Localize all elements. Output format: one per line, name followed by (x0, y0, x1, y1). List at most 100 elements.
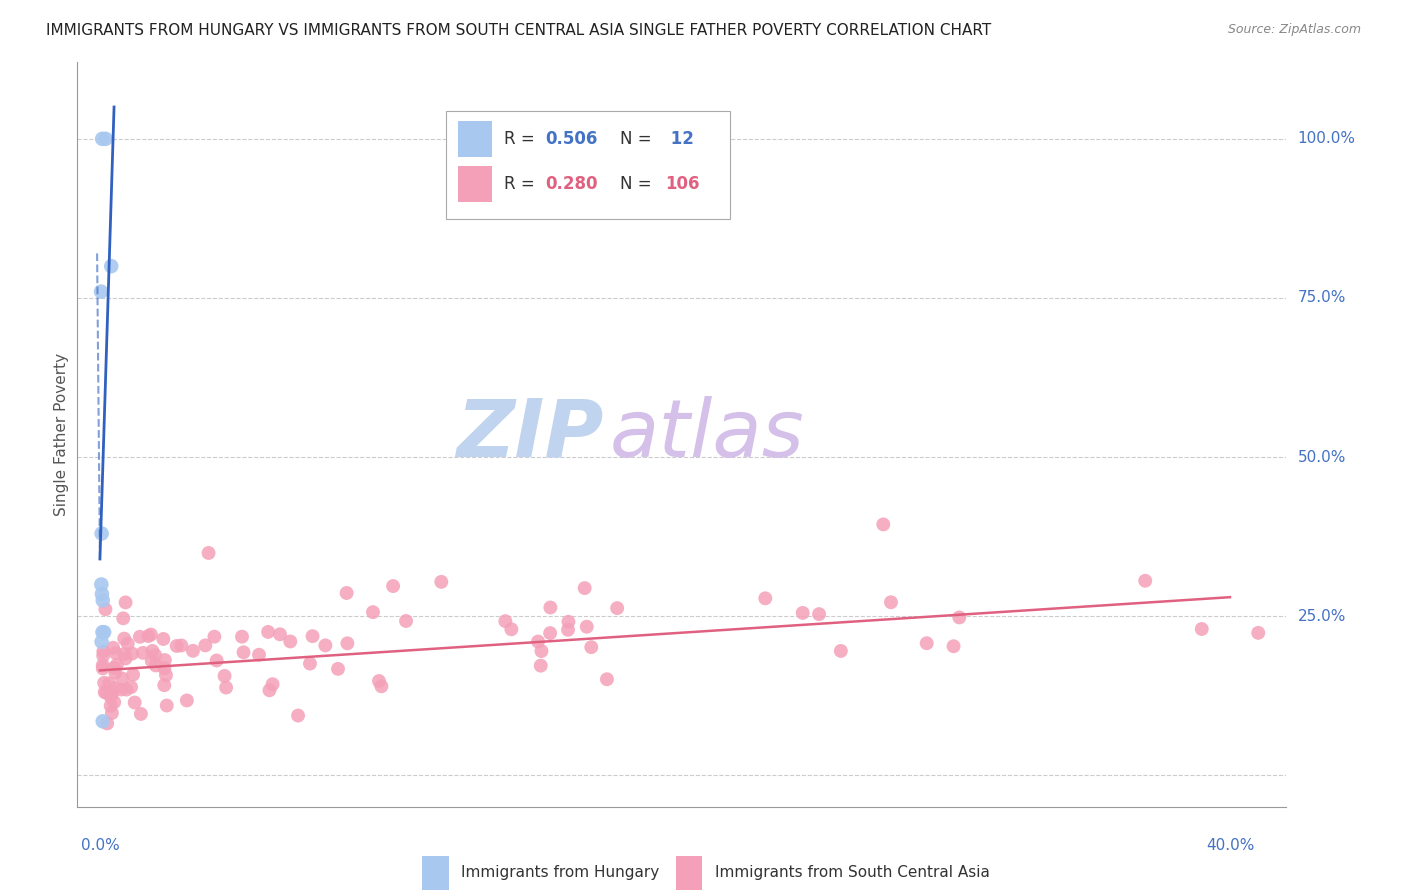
Point (942, 639, 965, 653)
Point (141, 654, 163, 668)
Point (145, 658, 167, 673)
Point (202, 630, 225, 644)
Text: 0.506: 0.506 (546, 130, 598, 148)
FancyBboxPatch shape (676, 856, 703, 889)
Point (111, 672, 134, 686)
Point (948, 610, 970, 624)
Text: 0.0%: 0.0% (80, 838, 120, 853)
Point (181, 644, 204, 658)
Point (287, 708, 309, 723)
Point (530, 644, 553, 658)
Point (103, 695, 125, 709)
Point (214, 669, 236, 683)
Text: 25.0%: 25.0% (1298, 608, 1346, 624)
Point (114, 595, 136, 609)
Point (880, 595, 903, 609)
Point (132, 646, 155, 660)
FancyBboxPatch shape (458, 166, 492, 202)
Point (128, 630, 150, 644)
Point (156, 698, 179, 713)
Point (90, 587, 112, 601)
Point (538, 600, 561, 615)
Point (194, 639, 217, 653)
Text: N =: N = (620, 130, 657, 148)
Point (91, 593, 114, 607)
Point (100, 698, 122, 713)
Point (170, 639, 193, 653)
Point (101, 687, 124, 701)
Point (103, 681, 125, 695)
Point (527, 634, 550, 648)
Point (104, 665, 127, 680)
Point (574, 581, 596, 595)
Point (141, 644, 163, 658)
Point (91, 661, 114, 675)
Point (91, 658, 114, 673)
Point (143, 648, 166, 663)
Point (110, 682, 132, 697)
Point (1135, 574, 1157, 588)
Point (336, 586, 359, 600)
Point (94, 132, 117, 146)
Point (101, 640, 124, 655)
Point (90, 577, 112, 591)
Text: 12: 12 (665, 130, 693, 148)
Point (314, 639, 336, 653)
Text: Immigrants from South Central Asia: Immigrants from South Central Asia (714, 865, 990, 880)
Point (121, 647, 143, 661)
Point (115, 682, 138, 697)
Point (120, 680, 142, 694)
FancyBboxPatch shape (446, 111, 730, 219)
Point (153, 653, 176, 667)
Point (1191, 622, 1213, 636)
Point (557, 623, 579, 637)
Point (581, 640, 603, 655)
Point (155, 668, 177, 682)
Point (430, 574, 453, 589)
Point (100, 259, 122, 273)
Point (792, 606, 814, 620)
Point (104, 646, 127, 660)
Point (361, 605, 384, 619)
Point (93, 625, 115, 640)
Text: 0.280: 0.280 (546, 175, 598, 193)
Point (395, 614, 418, 628)
Point (257, 624, 280, 639)
Point (176, 693, 198, 707)
Point (205, 653, 228, 667)
Point (91, 648, 114, 663)
Point (501, 622, 523, 636)
Point (124, 696, 146, 710)
Text: 106: 106 (665, 175, 699, 193)
Point (232, 645, 254, 659)
Point (575, 620, 598, 634)
Point (91, 714, 114, 729)
Point (90, 526, 112, 541)
Point (530, 658, 553, 673)
Point (301, 629, 323, 643)
Point (830, 644, 852, 658)
Point (91, 644, 114, 658)
Point (136, 629, 159, 643)
Point (247, 648, 270, 662)
FancyBboxPatch shape (422, 856, 449, 889)
Point (382, 579, 405, 593)
Point (129, 706, 152, 721)
Point (91, 625, 114, 640)
Text: R =: R = (505, 175, 540, 193)
Point (298, 657, 321, 671)
Point (98, 676, 121, 690)
Point (557, 615, 579, 629)
Point (336, 636, 359, 650)
Text: 50.0%: 50.0% (1298, 450, 1346, 465)
Point (91, 132, 114, 146)
Text: IMMIGRANTS FROM HUNGARY VS IMMIGRANTS FROM SOUTH CENTRAL ASIA SINGLE FATHER POVE: IMMIGRANTS FROM HUNGARY VS IMMIGRANTS FR… (46, 23, 991, 38)
Point (117, 637, 139, 651)
Text: N =: N = (620, 175, 657, 193)
Point (100, 690, 122, 704)
Point (103, 661, 125, 675)
Text: 75.0%: 75.0% (1298, 291, 1346, 305)
Text: Immigrants from Hungary: Immigrants from Hungary (461, 865, 659, 880)
Text: Source: ZipAtlas.com: Source: ZipAtlas.com (1227, 23, 1361, 37)
Point (259, 683, 281, 698)
